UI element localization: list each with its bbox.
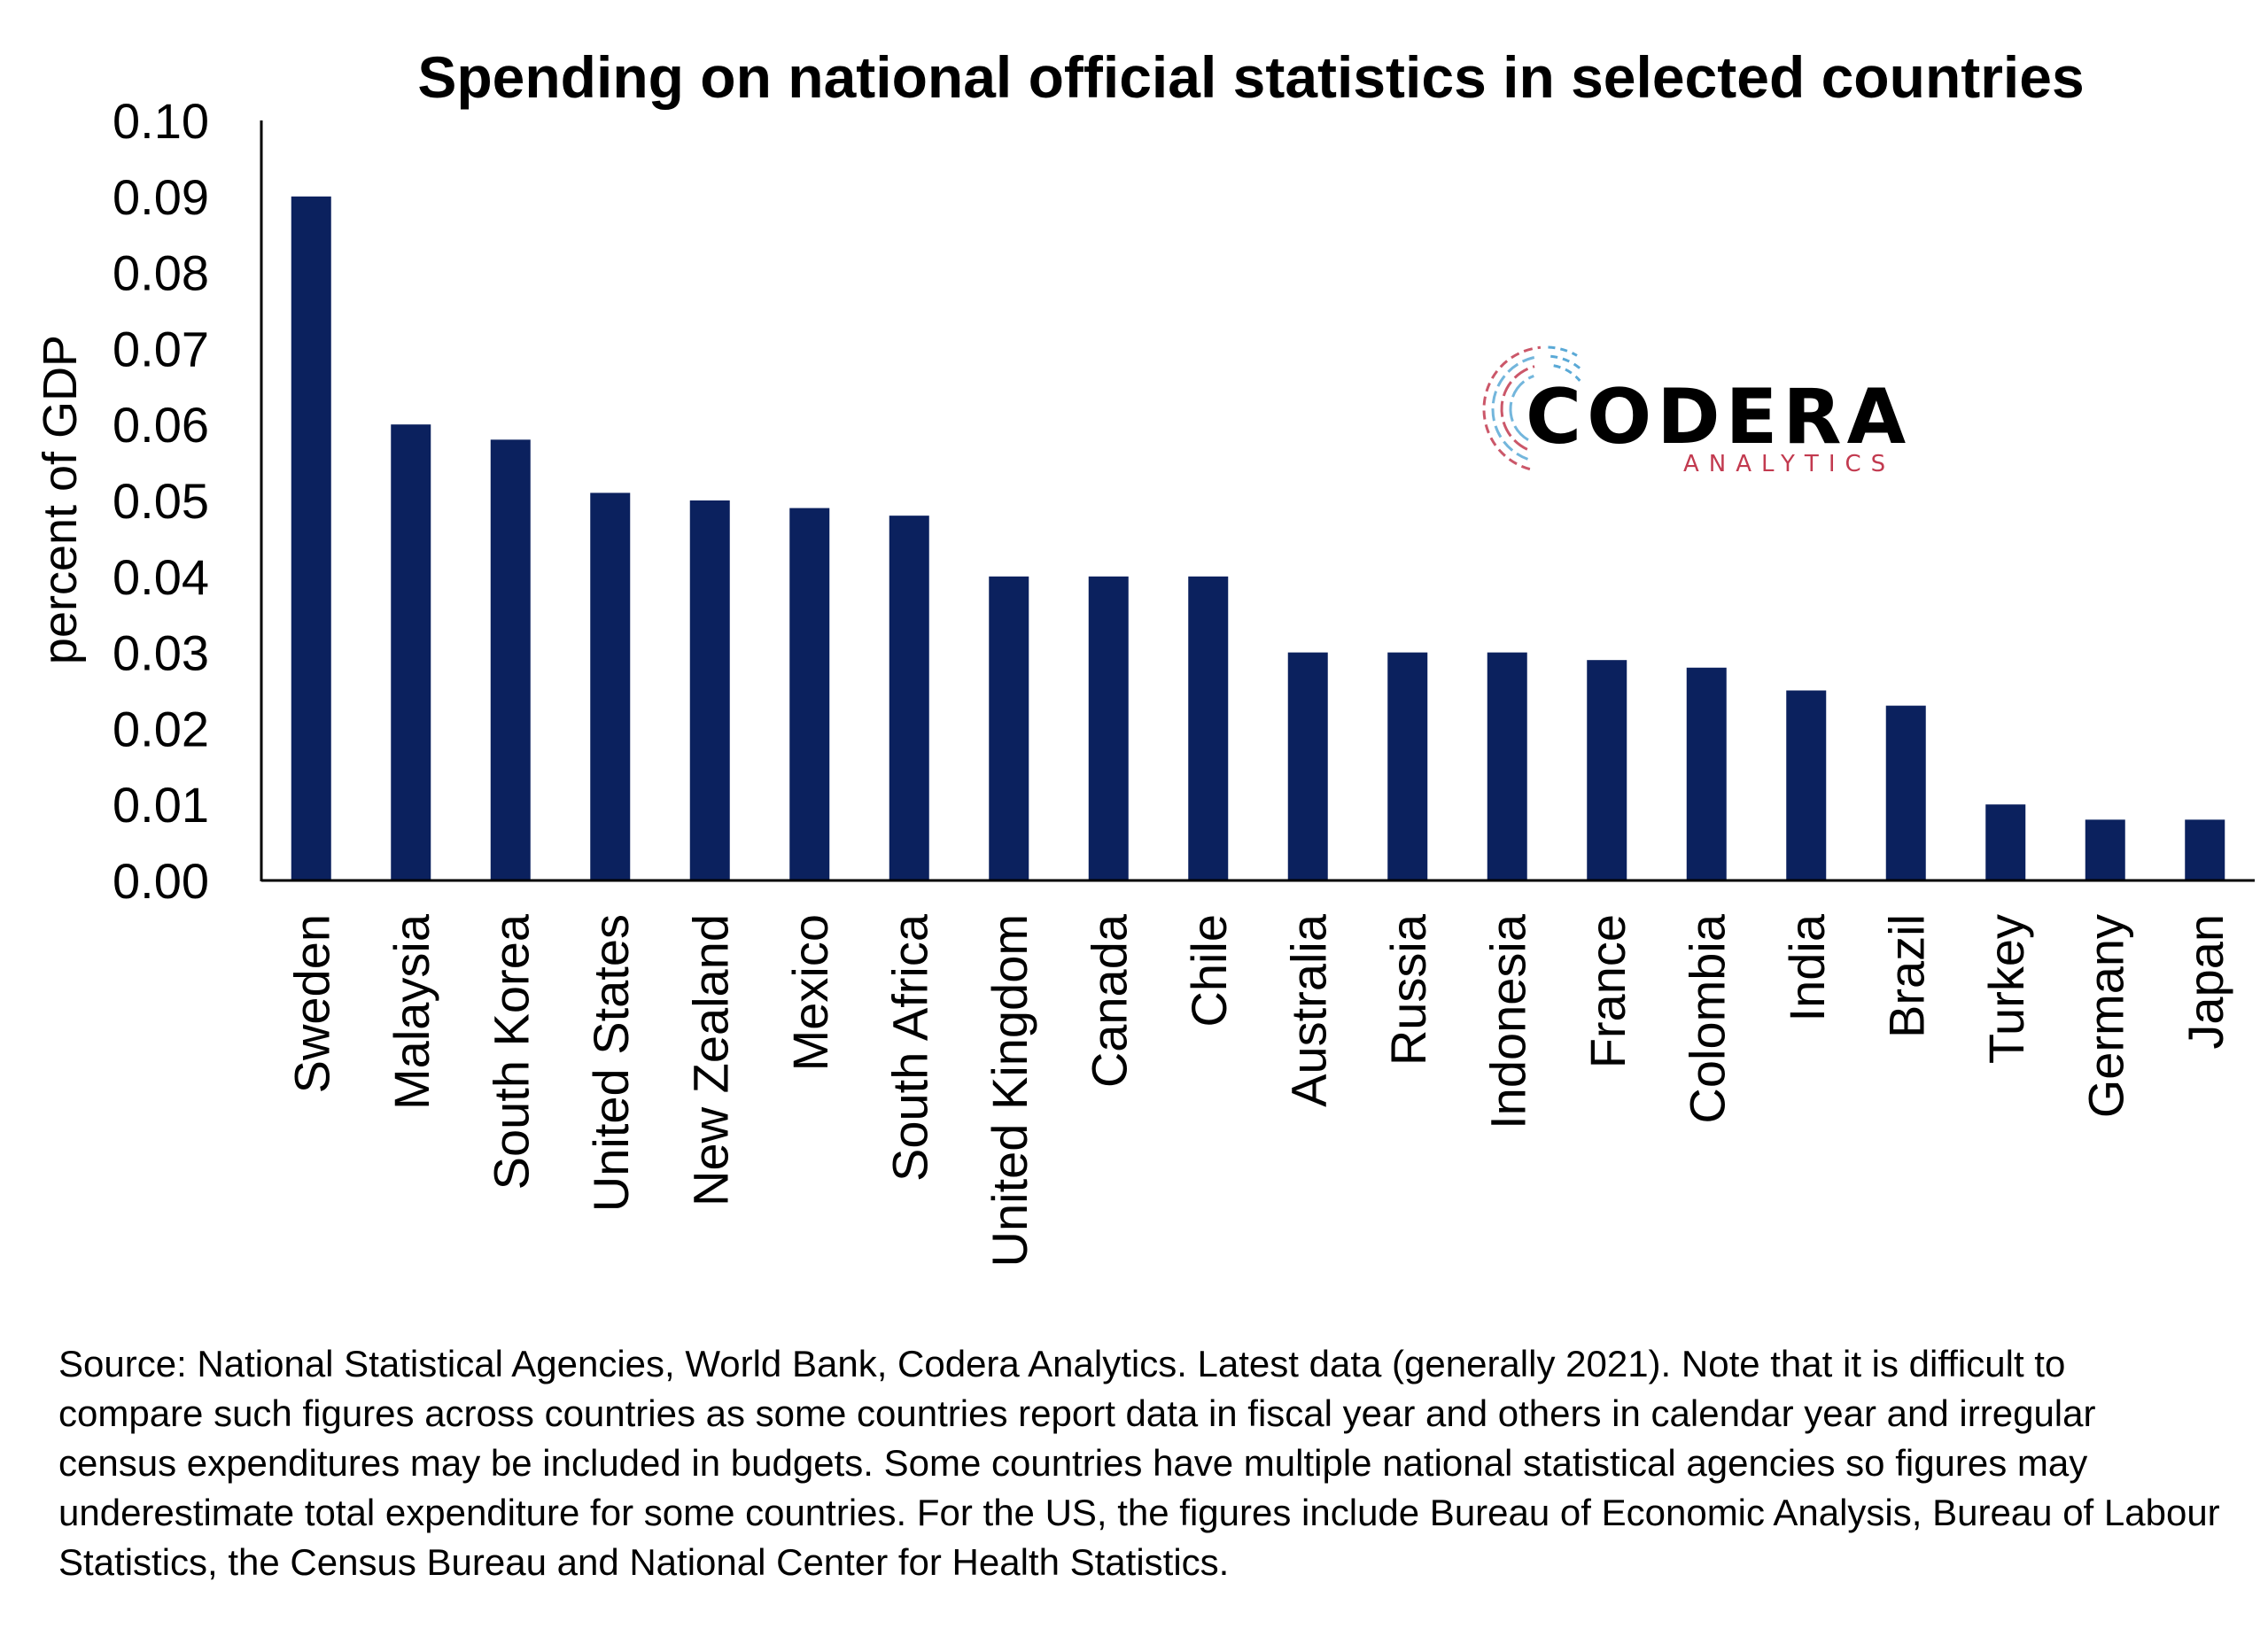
bars bbox=[291, 196, 2225, 881]
y-tick-label: 0.01 bbox=[113, 777, 209, 833]
x-tick-label: Brazil bbox=[1878, 914, 1934, 1038]
x-tick-label: New Zealand bbox=[682, 914, 738, 1206]
bar-south-korea bbox=[490, 439, 531, 880]
bar-sweden bbox=[291, 196, 331, 881]
x-tick-label: South Africa bbox=[882, 913, 937, 1182]
y-tick-label: 0.07 bbox=[113, 321, 209, 376]
bar-malaysia bbox=[391, 424, 431, 880]
bar-australia bbox=[1287, 652, 1328, 880]
y-tick-label: 0.06 bbox=[113, 397, 209, 453]
x-tick-label: India bbox=[1779, 913, 1835, 1021]
bar-colombia bbox=[1686, 667, 1727, 880]
x-tick-label: Turkey bbox=[1978, 914, 2034, 1064]
y-tick-label: 0.05 bbox=[113, 473, 209, 529]
x-tick-label: Chile bbox=[1181, 914, 1237, 1028]
logo-wordmark: CODERA bbox=[1526, 373, 1911, 461]
x-tick-label: Malaysia bbox=[384, 913, 439, 1110]
x-tick-label: Mexico bbox=[782, 914, 838, 1071]
bar-russia bbox=[1387, 652, 1428, 880]
x-tick-label: United States bbox=[583, 914, 639, 1212]
bar-india bbox=[1786, 690, 1827, 880]
logo-subtitle: ANALYTICS bbox=[1683, 451, 1895, 477]
bar-south-africa bbox=[889, 516, 929, 880]
bar-mexico bbox=[789, 508, 830, 880]
x-tick-label: Russia bbox=[1380, 913, 1436, 1066]
bar-japan bbox=[2185, 819, 2225, 880]
bar-united-kingdom bbox=[989, 576, 1029, 880]
x-tick-label: Germany bbox=[2078, 914, 2133, 1118]
x-tick-label: Sweden bbox=[284, 914, 339, 1093]
y-tick-label: 0.04 bbox=[113, 549, 209, 605]
bar-canada bbox=[1088, 576, 1129, 880]
x-tick-label: France bbox=[1580, 914, 1635, 1068]
y-tick-label: 0.02 bbox=[113, 701, 209, 756]
bar-new-zealand bbox=[689, 500, 730, 880]
bar-germany bbox=[2085, 819, 2125, 880]
y-tick-label: 0.10 bbox=[113, 93, 209, 149]
x-tick-label: Australia bbox=[1280, 913, 1336, 1107]
x-tick-label: Japan bbox=[2178, 914, 2233, 1050]
y-axis-label: percent of GDP bbox=[34, 335, 87, 664]
y-tick-label: 0.03 bbox=[113, 625, 209, 681]
bar-brazil bbox=[1885, 705, 1926, 880]
bar-chile bbox=[1188, 576, 1229, 880]
y-tick-label: 0.09 bbox=[113, 169, 209, 225]
y-tick-label: 0.08 bbox=[113, 245, 209, 301]
x-tick-labels: Sweden Malaysia South Korea United States Ne… bbox=[284, 913, 2233, 1267]
bar-turkey bbox=[1985, 804, 2026, 880]
codera-logo: CODERA ANALYTICS bbox=[1482, 345, 1911, 477]
x-tick-label: Indonesia bbox=[1480, 913, 1535, 1129]
bar-united-states bbox=[590, 492, 631, 880]
bar-indonesia bbox=[1487, 652, 1527, 880]
x-tick-label: Colombia bbox=[1679, 913, 1735, 1123]
x-tick-label: United Kingdom bbox=[982, 914, 1037, 1267]
x-tick-label: South Korea bbox=[483, 913, 539, 1190]
y-tick-label: 0.00 bbox=[113, 853, 209, 909]
y-tick-labels: 0.00 0.01 0.02 0.03 0.04 0.05 0.06 0.07 0.08 0.09… bbox=[113, 93, 209, 909]
logo-mark-icon bbox=[1482, 345, 1581, 471]
chart-title: Spending on national official statistics… bbox=[417, 44, 2084, 110]
x-tick-label: Canada bbox=[1081, 913, 1137, 1088]
bar-france bbox=[1587, 660, 1627, 880]
source-note: Source: National Statistical Agencies, W… bbox=[58, 1343, 2220, 1583]
